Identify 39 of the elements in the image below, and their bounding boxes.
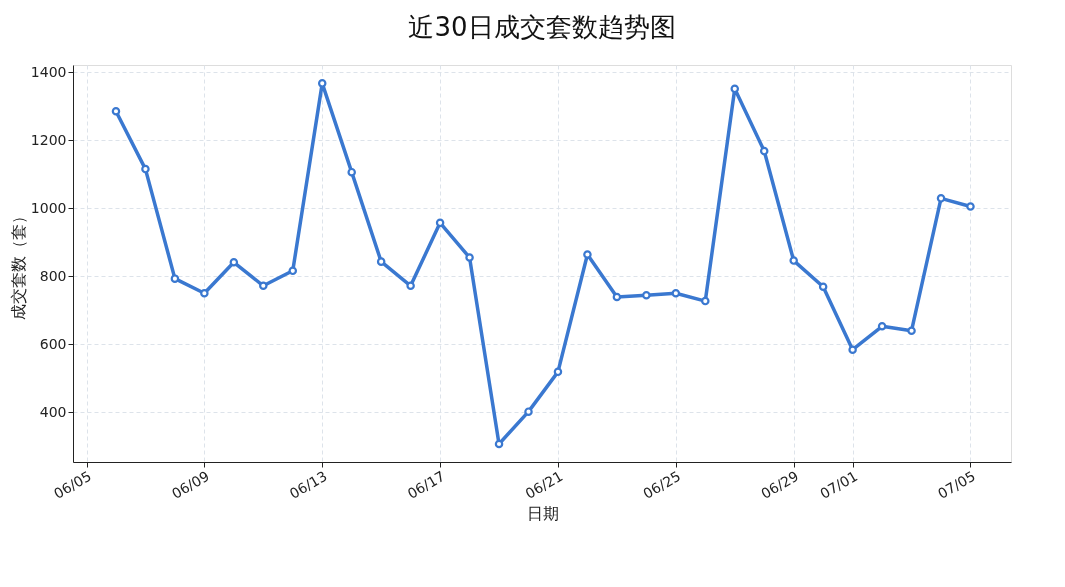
- point: [288, 266, 298, 276]
- point: [494, 439, 504, 449]
- y-tick-label: 600: [39, 335, 67, 352]
- chart-title: 近30日成交套数趋势图: [408, 12, 676, 42]
- point: [229, 258, 239, 267]
- point: [848, 345, 857, 354]
- y-tick-label: 1000: [30, 199, 67, 216]
- point: [524, 407, 533, 416]
- point: [671, 289, 681, 298]
- point: [642, 291, 651, 300]
- point: [583, 250, 592, 259]
- x-axis-title: 日期: [526, 503, 559, 523]
- point: [317, 79, 327, 88]
- point: [200, 289, 209, 298]
- point: [141, 164, 150, 174]
- point: [465, 253, 474, 262]
- point: [347, 167, 356, 177]
- point: [612, 292, 622, 302]
- point: [907, 326, 916, 335]
- point: [170, 274, 180, 283]
- y-tick-label: 1200: [30, 131, 67, 148]
- point: [435, 218, 445, 228]
- point: [966, 202, 975, 211]
- point: [759, 146, 769, 156]
- point: [376, 257, 386, 266]
- point: [877, 322, 887, 331]
- point: [406, 281, 415, 291]
- point: [553, 367, 563, 377]
- point: [259, 281, 268, 291]
- y-axis-title: 成交套数（套）: [8, 208, 28, 320]
- y-tick-label: 400: [39, 403, 67, 420]
- point: [730, 84, 740, 94]
- point: [789, 256, 798, 265]
- point: [701, 296, 710, 306]
- point: [936, 194, 946, 203]
- point: [111, 107, 121, 116]
- point: [818, 282, 828, 292]
- y-tick-label: 800: [39, 267, 67, 284]
- y-tick-label: 1400: [30, 63, 67, 80]
